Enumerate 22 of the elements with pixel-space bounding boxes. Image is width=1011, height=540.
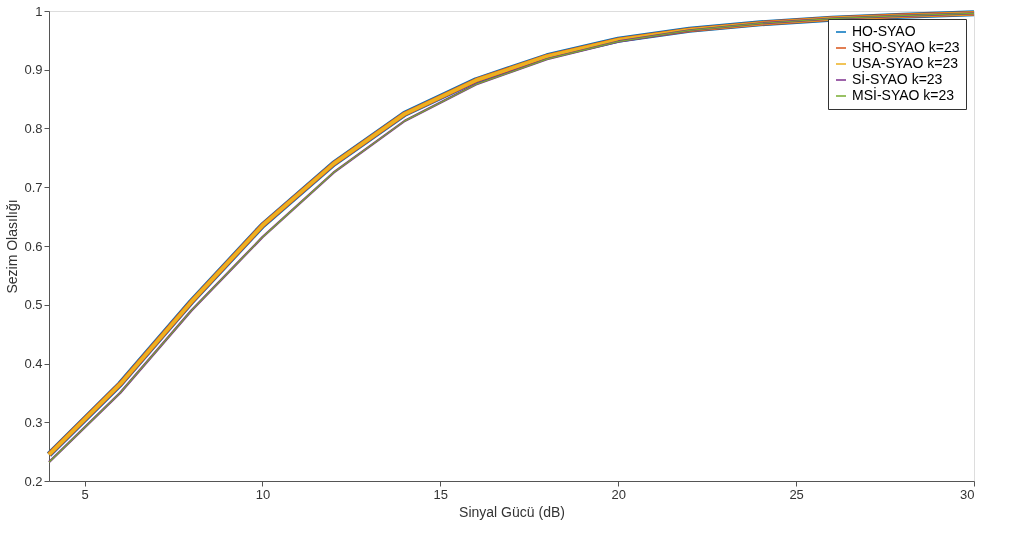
y-tick-label: 0.2	[24, 473, 43, 489]
y-tick-label: 0.4	[24, 356, 43, 371]
y-tick-label: 1	[35, 3, 43, 19]
x-tick-label: 30	[960, 486, 975, 502]
y-tick-label: 0.9	[24, 62, 43, 78]
x-tick-label: 5	[81, 486, 89, 502]
y-axis-title: Sezim Olasılığı	[4, 199, 21, 294]
y-tick-label: 0.7	[24, 179, 43, 195]
x-tick-label: 20	[611, 486, 626, 502]
legend-label: SHO-SYAO k=23	[852, 39, 960, 55]
legend-label: USA-SYAO k=23	[852, 55, 959, 71]
legend-label: MSİ-SYAO k=23	[852, 86, 955, 103]
x-tick-label: 10	[255, 486, 271, 502]
x-axis-title: Sinyal Gücü (dB)	[459, 503, 565, 520]
y-tick-label: 0.5	[24, 297, 43, 313]
y-tick-label: 0.8	[24, 121, 43, 136]
legend-label: HO-SYAO	[852, 23, 916, 39]
y-tick-label: 0.6	[24, 238, 43, 254]
y-tick-label: 0.3	[24, 414, 43, 430]
legend-label: Sİ-SYAO k=23	[852, 70, 943, 87]
x-tick-label: 25	[789, 486, 804, 502]
x-tick-label: 15	[433, 486, 449, 502]
